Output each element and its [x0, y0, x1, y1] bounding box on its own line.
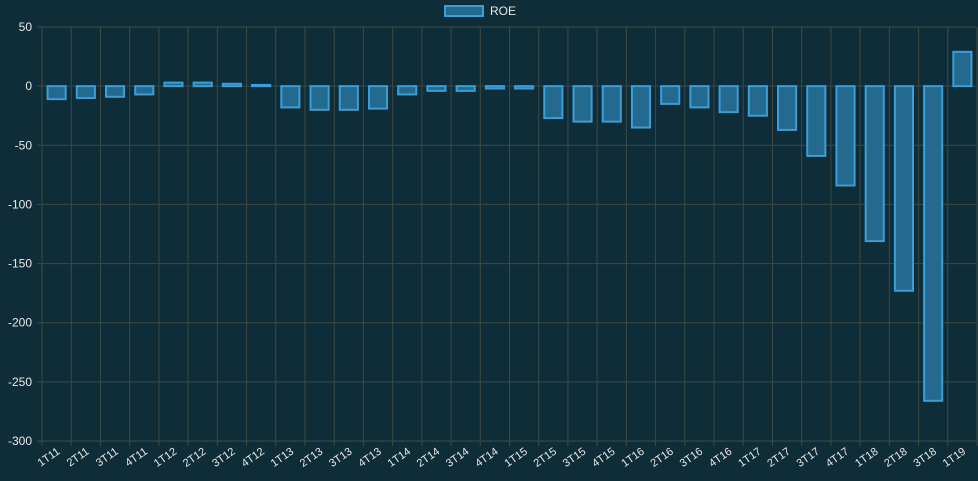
bar-3T18	[923, 85, 944, 402]
bar-3T14	[455, 85, 476, 92]
x-tick-label: 4T15	[590, 446, 617, 470]
x-tick-label: 1T18	[853, 446, 880, 470]
bar-2T14	[426, 85, 447, 92]
x-tick-label: 1T12	[152, 446, 179, 470]
bar-1T19	[952, 50, 973, 88]
x-tick-label: 3T11	[94, 446, 121, 470]
bar-2T11	[75, 85, 96, 99]
bar-3T12	[221, 82, 242, 88]
legend[interactable]: ROE	[444, 3, 516, 19]
bar-1T18	[864, 85, 885, 243]
x-tick-label: 2T17	[765, 446, 792, 470]
bar-1T15	[514, 85, 535, 90]
bar-2T16	[660, 85, 681, 105]
bar-1T11	[46, 85, 67, 101]
x-tick-label: 2T15	[532, 446, 559, 470]
bar-3T15	[572, 85, 593, 123]
y-tick-label: -50	[15, 138, 33, 152]
x-tick-label: 4T16	[707, 446, 734, 470]
x-tick-label: 1T17	[736, 446, 763, 470]
bar-1T12	[163, 81, 184, 88]
bar-3T16	[689, 85, 710, 109]
x-tick-label: 2T16	[648, 446, 675, 470]
x-tick-label: 2T14	[415, 446, 442, 470]
y-tick-label: -100	[8, 197, 32, 211]
x-tick-label: 4T13	[356, 446, 383, 470]
x-tick-label: 2T13	[298, 446, 325, 470]
bar-4T16	[718, 85, 739, 114]
x-tick-label: 4T12	[239, 446, 266, 470]
x-tick-label: 3T13	[327, 446, 354, 470]
x-tick-label: 3T14	[444, 446, 471, 470]
bar-4T12	[251, 83, 272, 88]
x-tick-label: 3T16	[678, 446, 705, 470]
x-tick-label: 2T11	[65, 446, 92, 470]
legend-label-roe: ROE	[490, 4, 517, 18]
bar-3T13	[338, 85, 359, 111]
legend-swatch-roe	[444, 5, 484, 17]
bar-4T17	[835, 85, 856, 187]
bar-4T11	[134, 85, 155, 96]
bar-4T15	[601, 85, 622, 123]
bar-2T18	[893, 85, 915, 292]
x-tick-label: 1T13	[269, 446, 296, 470]
bar-1T14	[397, 85, 418, 96]
y-tick-label: 0	[25, 79, 32, 93]
x-tick-label: 3T12	[210, 446, 237, 470]
x-tick-label: 4T17	[824, 446, 851, 470]
x-tick-label: 4T11	[123, 446, 150, 470]
bar-1T17	[747, 85, 768, 117]
x-tick-label: 3T17	[795, 446, 822, 470]
bar-3T11	[104, 85, 126, 98]
bar-2T12	[192, 81, 213, 88]
y-tick-label: -150	[8, 257, 32, 271]
bar-2T17	[777, 85, 798, 131]
x-tick-label: 1T11	[36, 446, 63, 470]
bar-1T16	[630, 85, 652, 129]
y-tick-label: -300	[8, 434, 32, 448]
bar-4T13	[367, 85, 389, 110]
bar-3T17	[806, 85, 827, 157]
y-tick-label: -250	[8, 375, 32, 389]
x-tick-label: 1T14	[386, 446, 413, 470]
x-tick-label: 1T19	[941, 446, 968, 470]
x-tick-label: 4T14	[473, 446, 500, 470]
x-tick-label: 2T12	[181, 446, 208, 470]
y-tick-label: 50	[19, 20, 33, 34]
bar-2T15	[543, 85, 564, 120]
x-tick-label: 1T16	[619, 446, 646, 470]
y-tick-label: -200	[8, 316, 32, 330]
x-tick-label: 3T18	[911, 446, 938, 470]
x-tick-label: 2T18	[882, 446, 909, 470]
x-tick-label: 1T15	[502, 446, 529, 470]
bar-1T13	[280, 85, 301, 109]
bar-4T14	[484, 85, 505, 90]
bar-2T13	[309, 85, 330, 111]
x-tick-label: 3T15	[561, 446, 588, 470]
